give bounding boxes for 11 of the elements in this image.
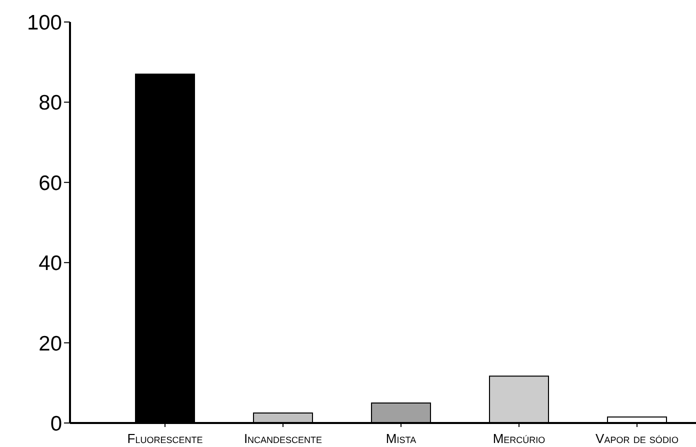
y-tick-label: 100 xyxy=(26,11,62,34)
x-tick-label: Vapor de sódio xyxy=(596,431,678,446)
y-tick-label: 20 xyxy=(38,332,62,356)
y-tick-label: 0 xyxy=(50,412,62,436)
x-tick-label: Fluorescente xyxy=(127,431,203,446)
x-tick-label: Mista xyxy=(386,431,416,446)
y-tick-label: 60 xyxy=(38,172,62,195)
x-tick-label: Mercúrio xyxy=(492,431,546,446)
y-tick-label: 40 xyxy=(38,252,62,276)
y-tick-label: 80 xyxy=(38,92,62,115)
x-tick-label: Incandescente xyxy=(244,431,322,446)
